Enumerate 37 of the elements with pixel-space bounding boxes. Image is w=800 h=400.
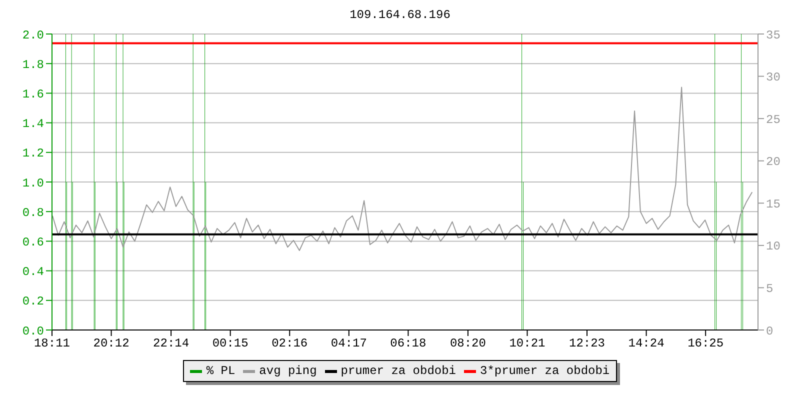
y-tick-label: 1.4 [22, 117, 44, 132]
x-tick-label: 18:11 [34, 336, 70, 351]
chart-title: 109.164.68.196 [348, 8, 452, 24]
x-tick-label: 00:15 [212, 336, 248, 351]
legend-label: avg ping [258, 364, 317, 378]
y-tick-label: 1.8 [22, 58, 44, 72]
y-tick-label: 0.2 [22, 294, 44, 309]
y-tick-label: 1.6 [22, 87, 44, 102]
x-tick-label: 16:25 [688, 336, 724, 351]
x-tick-label: 14:24 [628, 336, 664, 351]
y2-tick-label: 15 [766, 197, 780, 212]
legend-label: prumer za obdobi [340, 364, 456, 378]
y-tick-label: 0.8 [22, 206, 44, 220]
legend-label: 3*prumer za obdobi [479, 364, 610, 378]
y-tick-label: 1.0 [22, 176, 44, 190]
y-tick-label: 2.0 [22, 28, 44, 42]
y-tick-label: 0.0 [22, 324, 44, 338]
y2-tick-label: 20 [766, 155, 780, 170]
y2-tick-label: 25 [766, 112, 780, 127]
line-series [52, 86, 753, 252]
y-tick-label: 0.6 [22, 235, 44, 250]
y2-tick-label: 35 [766, 28, 780, 42]
x-tick-label: 12:23 [569, 336, 606, 351]
y-tick-label: 0.4 [22, 265, 44, 280]
x-tick-label: 20:12 [93, 336, 130, 351]
x-tick-label: 22:14 [153, 336, 190, 351]
y2-tick-label: 5 [766, 282, 774, 296]
x-tick-label: 10:21 [509, 336, 546, 351]
x-tick-label: 08:20 [450, 336, 486, 351]
x-tick-label: 06:18 [390, 336, 426, 351]
x-tick-label: 02:16 [272, 336, 308, 351]
y2-tick-label: 0 [766, 324, 774, 338]
legend-label: % PL [205, 364, 236, 378]
y-tick-label: 1.2 [22, 146, 44, 161]
y2-tick-label: 10 [766, 240, 780, 254]
x-tick-label: 04:17 [330, 336, 367, 351]
y2-tick-label: 30 [766, 70, 780, 85]
